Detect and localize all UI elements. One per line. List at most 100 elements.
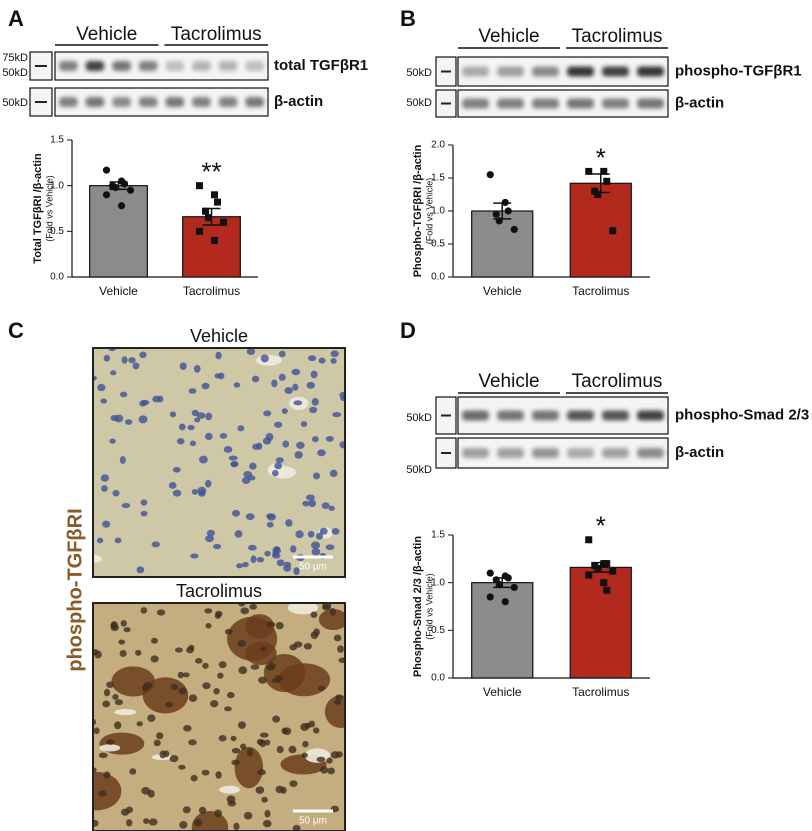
lumen xyxy=(219,785,240,794)
data-point xyxy=(117,202,126,210)
nucleus xyxy=(118,639,126,645)
nucleus xyxy=(109,438,116,444)
nucleus xyxy=(114,537,122,544)
nucleus xyxy=(264,809,271,818)
nucleus xyxy=(183,725,192,732)
tissue xyxy=(93,603,345,831)
micrograph xyxy=(93,603,345,831)
nucleus xyxy=(123,627,131,633)
nucleus xyxy=(174,647,183,653)
data-point xyxy=(603,586,611,594)
nucleus xyxy=(260,354,269,363)
nucleus xyxy=(258,676,267,684)
data-point xyxy=(501,598,509,606)
significance: * xyxy=(596,142,606,172)
blot-band xyxy=(138,61,158,71)
image-frame xyxy=(92,347,346,578)
nucleus xyxy=(261,796,268,803)
mw-marker: 50kD xyxy=(406,412,432,424)
nucleus xyxy=(140,510,148,517)
nucleus xyxy=(110,414,119,422)
nucleus xyxy=(250,664,260,670)
group-label: Tacrolimus xyxy=(572,26,663,47)
nucleus xyxy=(210,700,219,708)
y-tick-label: 1.0 xyxy=(50,180,64,191)
nucleus xyxy=(188,388,197,394)
blot-band xyxy=(637,98,664,109)
y-tick-label: 0.5 xyxy=(431,625,445,636)
x-tick-label: Tacrolimus xyxy=(183,284,240,298)
nucleus xyxy=(198,806,207,814)
nucleus xyxy=(256,556,265,563)
nucleus xyxy=(292,383,299,391)
nucleus xyxy=(172,466,181,473)
blot-band xyxy=(112,97,131,107)
nucleus xyxy=(294,451,303,459)
data-point xyxy=(594,191,602,198)
blot-band xyxy=(602,410,629,421)
data-point xyxy=(102,191,111,199)
blot-band xyxy=(245,61,264,71)
nucleus xyxy=(112,693,119,700)
data-point xyxy=(600,579,608,587)
nucleus xyxy=(97,383,106,392)
nucleus xyxy=(237,639,247,647)
blot-band xyxy=(165,97,185,107)
nucleus xyxy=(93,727,100,734)
nucleus xyxy=(274,674,283,682)
nucleus xyxy=(191,409,199,417)
nucleus xyxy=(139,400,147,407)
nucleus xyxy=(285,519,293,527)
band-label: phospho-Smad 2/3 xyxy=(675,406,809,423)
nucleus xyxy=(215,771,222,779)
nucleus xyxy=(119,391,128,398)
nucleus xyxy=(94,650,102,659)
nucleus xyxy=(325,435,334,442)
band-label: β-actin xyxy=(675,444,724,461)
image-frame xyxy=(92,602,346,831)
nucleus xyxy=(135,649,142,656)
nucleus xyxy=(138,415,148,424)
nucleus xyxy=(271,469,279,477)
nucleus xyxy=(260,646,267,652)
nucleus xyxy=(224,628,233,635)
nucleus xyxy=(272,715,281,723)
data-point xyxy=(111,183,120,192)
blot-band xyxy=(602,98,629,109)
nucleus xyxy=(120,620,127,627)
nucleus xyxy=(278,350,286,358)
nucleus xyxy=(152,395,161,403)
nucleus xyxy=(272,546,281,555)
nucleus xyxy=(271,379,278,388)
data-point xyxy=(214,198,221,206)
y-tick-label: 0.0 xyxy=(50,272,64,283)
nucleus xyxy=(151,541,160,548)
nucleus xyxy=(93,819,99,827)
nucleus xyxy=(308,499,316,508)
y-axis-label: Phospho-Smad 2/3 /β-actin xyxy=(412,536,424,677)
nucleus xyxy=(178,764,186,770)
nucleus xyxy=(337,645,344,653)
lumen xyxy=(114,709,137,716)
stained-tubule xyxy=(99,732,145,755)
nucleus xyxy=(309,406,318,414)
y-axis-label: Phospho-TGFβRI /β-actin xyxy=(412,144,424,277)
nucleus xyxy=(312,727,320,734)
nucleus xyxy=(114,721,122,730)
nucleus xyxy=(98,752,108,759)
nucleus xyxy=(233,382,241,388)
mw-marker: 50kD xyxy=(406,67,432,79)
data-point xyxy=(603,177,611,185)
nucleus xyxy=(214,373,221,379)
nucleus xyxy=(193,365,201,373)
blot-band xyxy=(567,410,594,421)
bar xyxy=(182,216,241,278)
blot-band xyxy=(218,97,238,107)
nucleus xyxy=(316,756,326,763)
nucleus xyxy=(119,650,127,658)
nucleus xyxy=(169,755,179,763)
nucleus xyxy=(339,441,345,449)
blot-band xyxy=(637,448,664,458)
y-axis-label: Total TGFβRI /β-actin xyxy=(32,153,44,264)
stained-tubule xyxy=(111,666,155,697)
